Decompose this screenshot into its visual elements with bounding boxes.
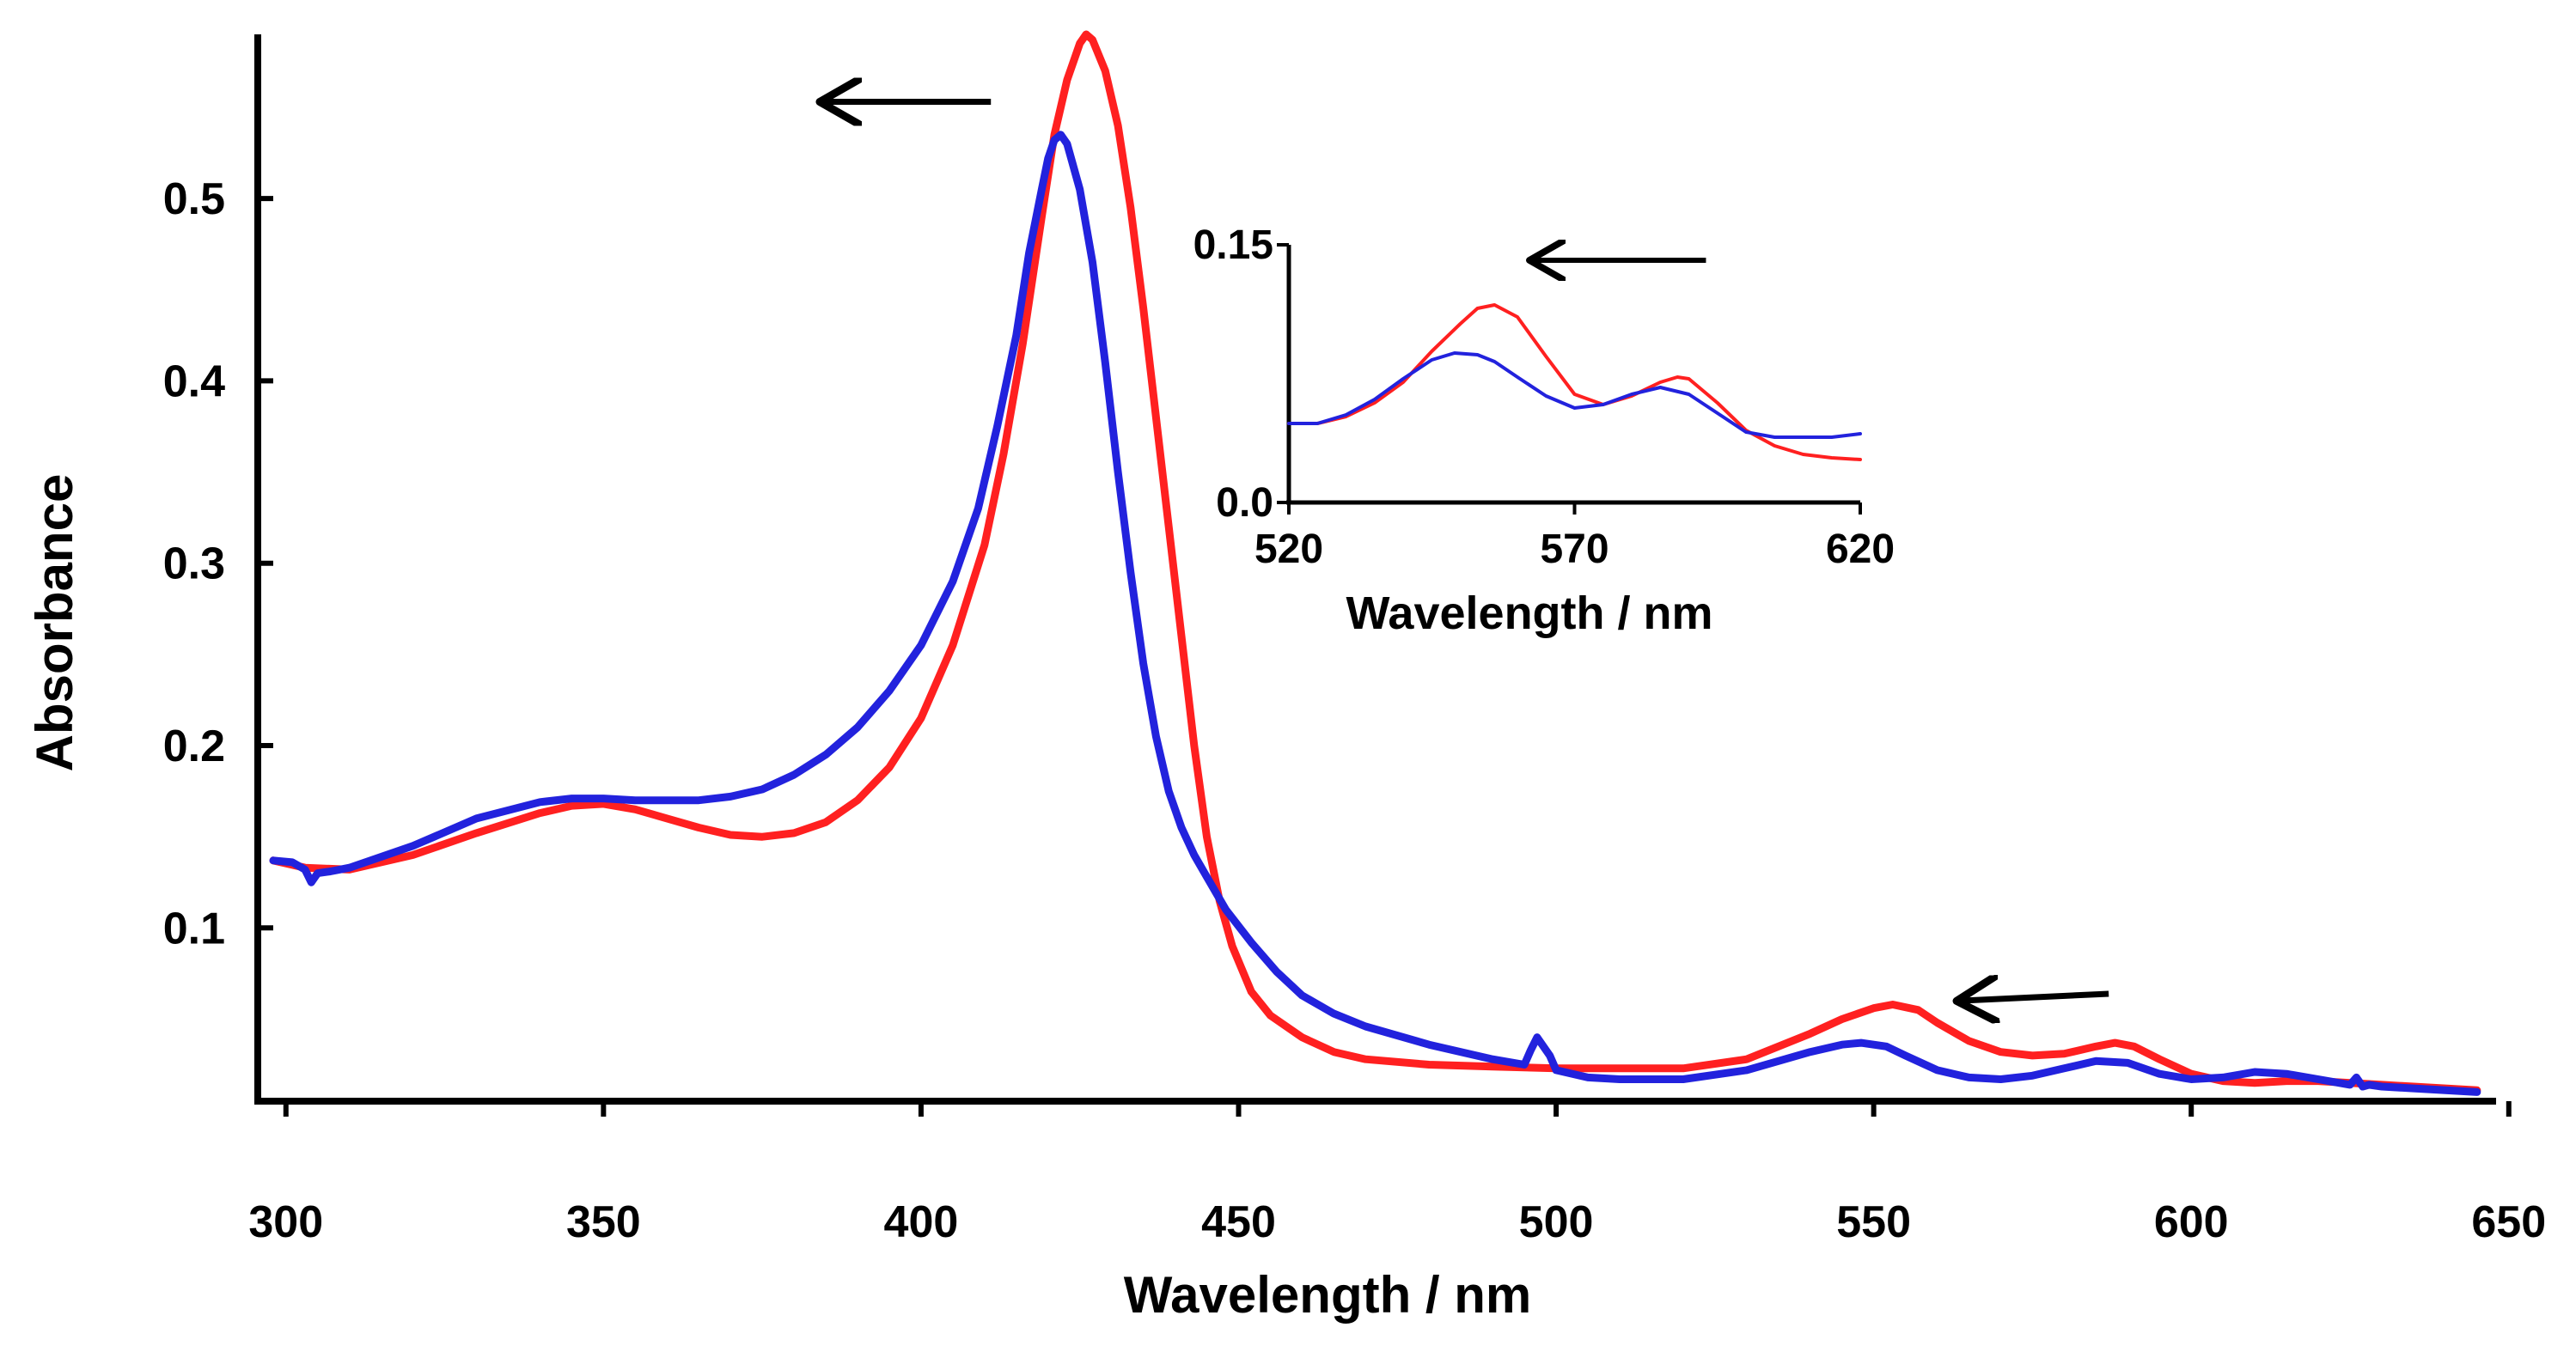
main-y-tick-label: 0.4 [163,356,225,406]
main-x-tick-label: 550 [1836,1197,1911,1247]
main-x-tick-label: 500 [1519,1197,1594,1247]
main-x-axis-label: Wavelength / nm [1124,1266,1532,1324]
main-y-axis-label: Absorbance [26,474,83,772]
inset-plot: 520 570 620 0.0 0.15 Wavelength / nm [1193,222,1895,639]
main-x-tick-label: 300 [248,1197,323,1247]
inset-x-tick-label: 570 [1540,527,1608,572]
inset-x-tick-label: 520 [1254,527,1323,572]
inset-y-tick-label: 0.15 [1193,222,1273,268]
main-y-tick-label: 0.5 [163,174,225,224]
main-x-tick-label: 650 [2471,1197,2546,1247]
main-y-tick-label: 0.3 [163,539,225,589]
main-x-tick-label: 350 [566,1197,641,1247]
main-y-tick-label: 0.1 [163,904,225,953]
inset-y-tick-label: 0.0 [1216,480,1273,526]
main-series-blue [269,131,2481,1096]
main-plot: 300 350 400 450 500 550 600 650 0.1 0.2 0.3 0.4 0.5… [26,30,2546,1324]
main-x-tick-label: 600 [2154,1197,2229,1247]
inset-x-tick-label: 620 [1826,527,1895,572]
main-x-tick-label: 400 [884,1197,959,1247]
main-y-tick-label: 0.2 [163,722,225,771]
inset-x-axis-label: Wavelength / nm [1346,588,1712,639]
main-series-red [269,30,2481,1094]
main-shift-arrow [1963,994,2109,1001]
main-x-tick-label: 450 [1201,1197,1276,1247]
inset-series-blue [1287,351,1862,439]
